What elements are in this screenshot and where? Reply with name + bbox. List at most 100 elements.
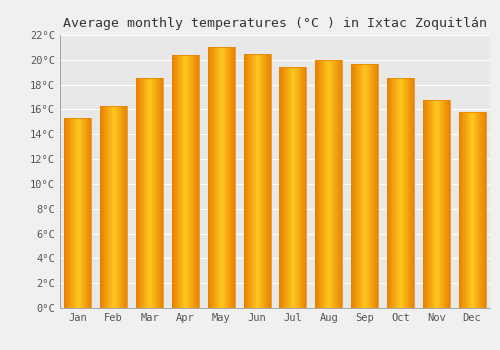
Bar (172, 55, 174, 308)
Bar (401, 78, 402, 308)
Bar (298, 67, 299, 308)
Bar (104, 106, 105, 308)
Bar (387, 78, 414, 308)
Bar (446, 99, 447, 308)
Bar (333, 60, 334, 308)
Bar (362, 64, 363, 308)
Bar (466, 112, 468, 308)
Bar (195, 55, 196, 308)
Bar (153, 78, 154, 308)
Bar (428, 99, 429, 308)
Bar (304, 67, 305, 308)
Bar (406, 78, 407, 308)
Bar (426, 99, 427, 308)
Bar (188, 55, 189, 308)
Bar (76, 118, 77, 308)
Bar (412, 78, 413, 308)
Bar (405, 78, 406, 308)
Bar (440, 99, 441, 308)
Bar (331, 60, 332, 308)
Bar (462, 112, 464, 308)
Bar (329, 60, 330, 308)
Bar (218, 47, 219, 308)
Bar (226, 47, 228, 308)
Bar (398, 78, 399, 308)
Bar (145, 78, 146, 308)
Bar (435, 99, 436, 308)
Bar (339, 60, 340, 308)
Bar (261, 54, 262, 308)
Bar (143, 78, 144, 308)
Bar (70, 118, 71, 308)
Bar (388, 78, 389, 308)
Bar (402, 78, 403, 308)
Bar (433, 99, 434, 308)
Bar (404, 78, 405, 308)
Bar (259, 54, 260, 308)
Bar (256, 54, 257, 308)
Bar (292, 67, 293, 308)
Bar (387, 78, 388, 308)
Bar (368, 64, 370, 308)
Bar (122, 106, 123, 308)
Bar (68, 118, 69, 308)
Bar (155, 78, 156, 308)
Bar (124, 106, 125, 308)
Bar (366, 64, 368, 308)
Bar (482, 112, 483, 308)
Bar (296, 67, 297, 308)
Bar (211, 47, 212, 308)
Bar (189, 55, 190, 308)
Bar (393, 78, 394, 308)
Bar (318, 60, 320, 308)
Bar (74, 118, 75, 308)
Bar (427, 99, 428, 308)
Bar (468, 112, 469, 308)
Bar (246, 54, 247, 308)
Bar (186, 55, 187, 308)
Bar (144, 78, 145, 308)
Bar (172, 55, 199, 308)
Bar (107, 106, 108, 308)
Bar (247, 54, 248, 308)
Bar (439, 99, 440, 308)
Bar (264, 54, 265, 308)
Bar (390, 78, 391, 308)
Bar (139, 78, 140, 308)
Bar (324, 60, 326, 308)
Bar (147, 78, 148, 308)
Bar (160, 78, 161, 308)
Bar (251, 54, 252, 308)
Bar (230, 47, 232, 308)
Bar (330, 60, 331, 308)
Bar (481, 112, 482, 308)
Bar (262, 54, 263, 308)
Bar (121, 106, 122, 308)
Bar (136, 78, 137, 308)
Bar (411, 78, 412, 308)
Bar (443, 99, 444, 308)
Bar (293, 67, 294, 308)
Bar (90, 118, 92, 308)
Bar (297, 67, 298, 308)
Bar (224, 47, 226, 308)
Bar (174, 55, 176, 308)
Bar (159, 78, 160, 308)
Bar (408, 78, 409, 308)
Bar (294, 67, 295, 308)
Bar (447, 99, 448, 308)
Bar (448, 99, 449, 308)
Bar (474, 112, 475, 308)
Title: Average monthly temperatures (°C ) in Ixtac Zoquitlán: Average monthly temperatures (°C ) in Ix… (63, 17, 487, 30)
Bar (282, 67, 283, 308)
Bar (208, 47, 209, 308)
Bar (216, 47, 217, 308)
Bar (103, 106, 104, 308)
Bar (100, 106, 101, 308)
Bar (295, 67, 296, 308)
Bar (209, 47, 210, 308)
Bar (370, 64, 372, 308)
Bar (116, 106, 117, 308)
Bar (464, 112, 466, 308)
Bar (250, 54, 251, 308)
